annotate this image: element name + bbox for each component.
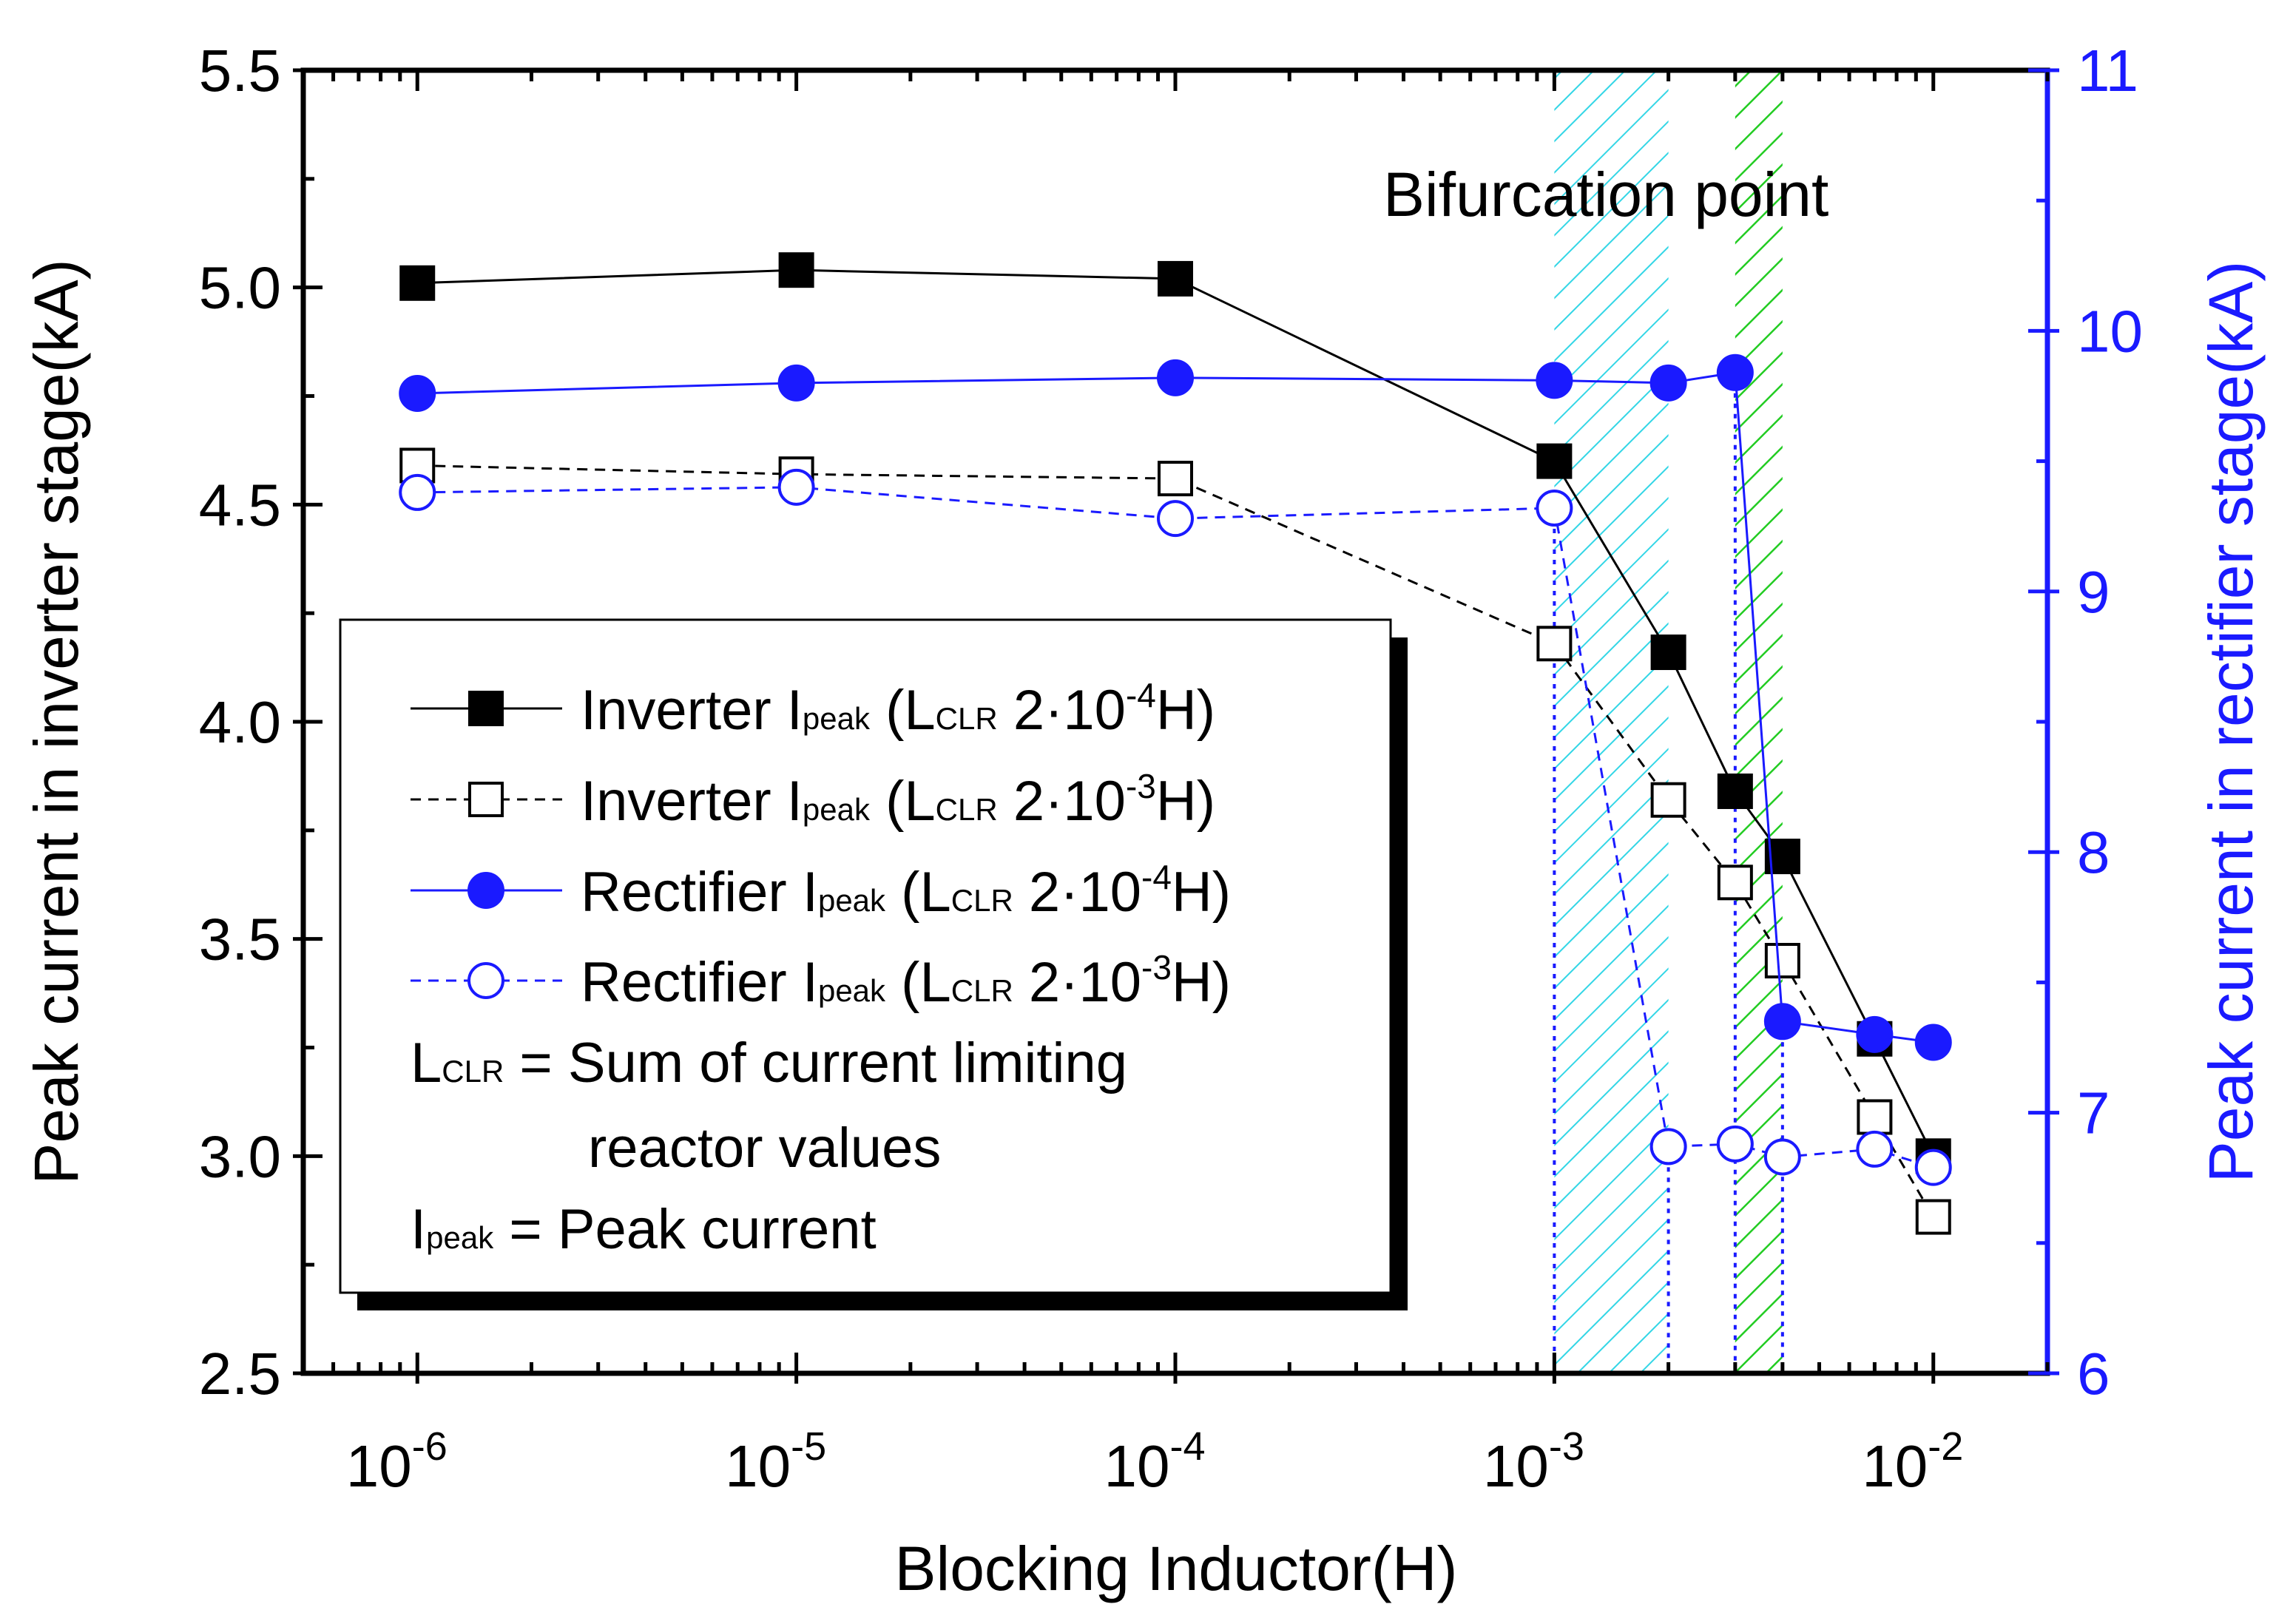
data-point bbox=[1716, 353, 1754, 391]
legend-box bbox=[339, 618, 1392, 1294]
data-point bbox=[1914, 1148, 1952, 1186]
data-point bbox=[1717, 865, 1753, 901]
legend-marker bbox=[468, 782, 504, 817]
legend-entry-2: Inverter Ipeak (LCLR 2·10-3H) bbox=[411, 767, 1215, 833]
y-tick-label: 4.5 bbox=[199, 472, 281, 538]
x-tick-label: 10-2 bbox=[1862, 1424, 1963, 1499]
x-tick-label: 10-6 bbox=[346, 1424, 448, 1499]
data-point bbox=[399, 374, 436, 412]
legend-label: Rectifier Ipeak (LCLR 2·10-4H) bbox=[581, 858, 1231, 924]
data-point bbox=[1856, 1130, 1894, 1168]
y-tick-label: 5.0 bbox=[199, 255, 281, 321]
legend-label: Rectifier Ipeak (LCLR 2·10-3H) bbox=[581, 948, 1231, 1014]
y-tick-label: 5.5 bbox=[199, 38, 281, 104]
x-tick-label: 10-5 bbox=[725, 1424, 826, 1499]
data-point bbox=[1763, 1003, 1801, 1041]
y2-axis-title: Peak current in rectifier stage(kA) bbox=[2196, 261, 2266, 1183]
data-point bbox=[1536, 443, 1573, 479]
legend-note-lclr-line1: LCLR = Sum of current limiting bbox=[411, 1032, 1127, 1094]
data-point bbox=[1915, 1199, 1951, 1235]
x-axis: 10-6 10-5 10-4 10-3 10-2 bbox=[301, 70, 2050, 1499]
legend-marker bbox=[467, 962, 504, 999]
data-point bbox=[1536, 490, 1573, 527]
data-point bbox=[1158, 461, 1193, 497]
data-point bbox=[1650, 635, 1686, 671]
data-point bbox=[1157, 359, 1194, 396]
y-tick-label: 3.5 bbox=[199, 907, 281, 972]
data-point bbox=[1717, 773, 1753, 809]
data-point bbox=[777, 364, 815, 402]
y2-tick-label: 6 bbox=[2077, 1341, 2110, 1407]
series-2 bbox=[399, 447, 1951, 1235]
data-point bbox=[1857, 1099, 1893, 1135]
y-tick-label: 2.5 bbox=[199, 1341, 281, 1407]
y-tick-label: 3.0 bbox=[199, 1123, 281, 1189]
data-point bbox=[778, 252, 814, 288]
data-point bbox=[1650, 782, 1686, 818]
legend-entry-3: Rectifier Ipeak (LCLR 2·10-4H) bbox=[411, 858, 1231, 924]
x-tick-label: 10-3 bbox=[1483, 1424, 1584, 1499]
data-point bbox=[399, 473, 436, 511]
legend-entry-1: Inverter Ipeak (LCLR 2·10-4H) bbox=[411, 676, 1215, 742]
y-axis-left: 2.5 3.0 3.5 4.0 4.5 5.0 5.5 bbox=[199, 38, 322, 1407]
y2-tick-label: 11 bbox=[2077, 38, 2138, 104]
data-point bbox=[1764, 943, 1800, 979]
x-axis-title: Blocking Inductor(H) bbox=[895, 1534, 1458, 1603]
data-point bbox=[1649, 1128, 1687, 1165]
series-layer bbox=[399, 252, 1952, 1235]
data-point bbox=[1649, 364, 1687, 402]
data-point bbox=[1856, 1015, 1894, 1053]
series-line bbox=[417, 464, 1935, 1218]
legend-note-lclr-line2: reactor values bbox=[588, 1117, 941, 1180]
data-point bbox=[1763, 1138, 1801, 1176]
data-point bbox=[399, 265, 436, 301]
data-point bbox=[1536, 362, 1573, 399]
y2-tick-label: 10 bbox=[2077, 298, 2143, 364]
legend-entry-4: Rectifier Ipeak (LCLR 2·10-3H) bbox=[411, 948, 1231, 1014]
data-point bbox=[777, 468, 815, 506]
data-point bbox=[1914, 1024, 1952, 1061]
legend-marker bbox=[468, 691, 504, 726]
shaded-region-2 bbox=[1735, 70, 1783, 1373]
series-4 bbox=[399, 468, 1952, 1186]
annotation-bifurcation: Bifurcation point bbox=[1383, 160, 1828, 229]
x-tick-label: 10-4 bbox=[1104, 1424, 1206, 1499]
data-point bbox=[1157, 500, 1194, 538]
legend: Inverter Ipeak (LCLR 2·10-4H) Inverter Ip… bbox=[339, 618, 1408, 1310]
y2-tick-label: 9 bbox=[2077, 559, 2110, 625]
y-axis-title: Peak current in inverter stage(kA) bbox=[21, 259, 91, 1184]
legend-label: Inverter Ipeak (LCLR 2·10-4H) bbox=[581, 676, 1215, 742]
legend-note-lclr: LCLR = Sum of current limiting reactor v… bbox=[411, 1032, 1127, 1180]
y2-tick-label: 7 bbox=[2077, 1080, 2110, 1146]
data-point bbox=[1716, 1125, 1754, 1163]
y-axis-right: 6 7 8 9 10 11 bbox=[2028, 38, 2143, 1407]
y2-tick-label: 8 bbox=[2077, 819, 2110, 885]
data-point bbox=[1158, 260, 1193, 297]
shaded-regions bbox=[1554, 70, 1783, 1373]
series-3 bbox=[399, 353, 1952, 1061]
legend-note-ipeak: Ipeak = Peak current bbox=[411, 1198, 877, 1261]
legend-label: Inverter Ipeak (LCLR 2·10-3H) bbox=[581, 767, 1215, 833]
series-line bbox=[417, 486, 1934, 1169]
data-point bbox=[1536, 626, 1573, 662]
legend-marker bbox=[467, 872, 504, 909]
y-tick-label: 4.0 bbox=[199, 689, 281, 755]
legend-entries: Inverter Ipeak (LCLR 2·10-4H) Inverter Ip… bbox=[411, 676, 1231, 1014]
data-point bbox=[1764, 839, 1800, 875]
